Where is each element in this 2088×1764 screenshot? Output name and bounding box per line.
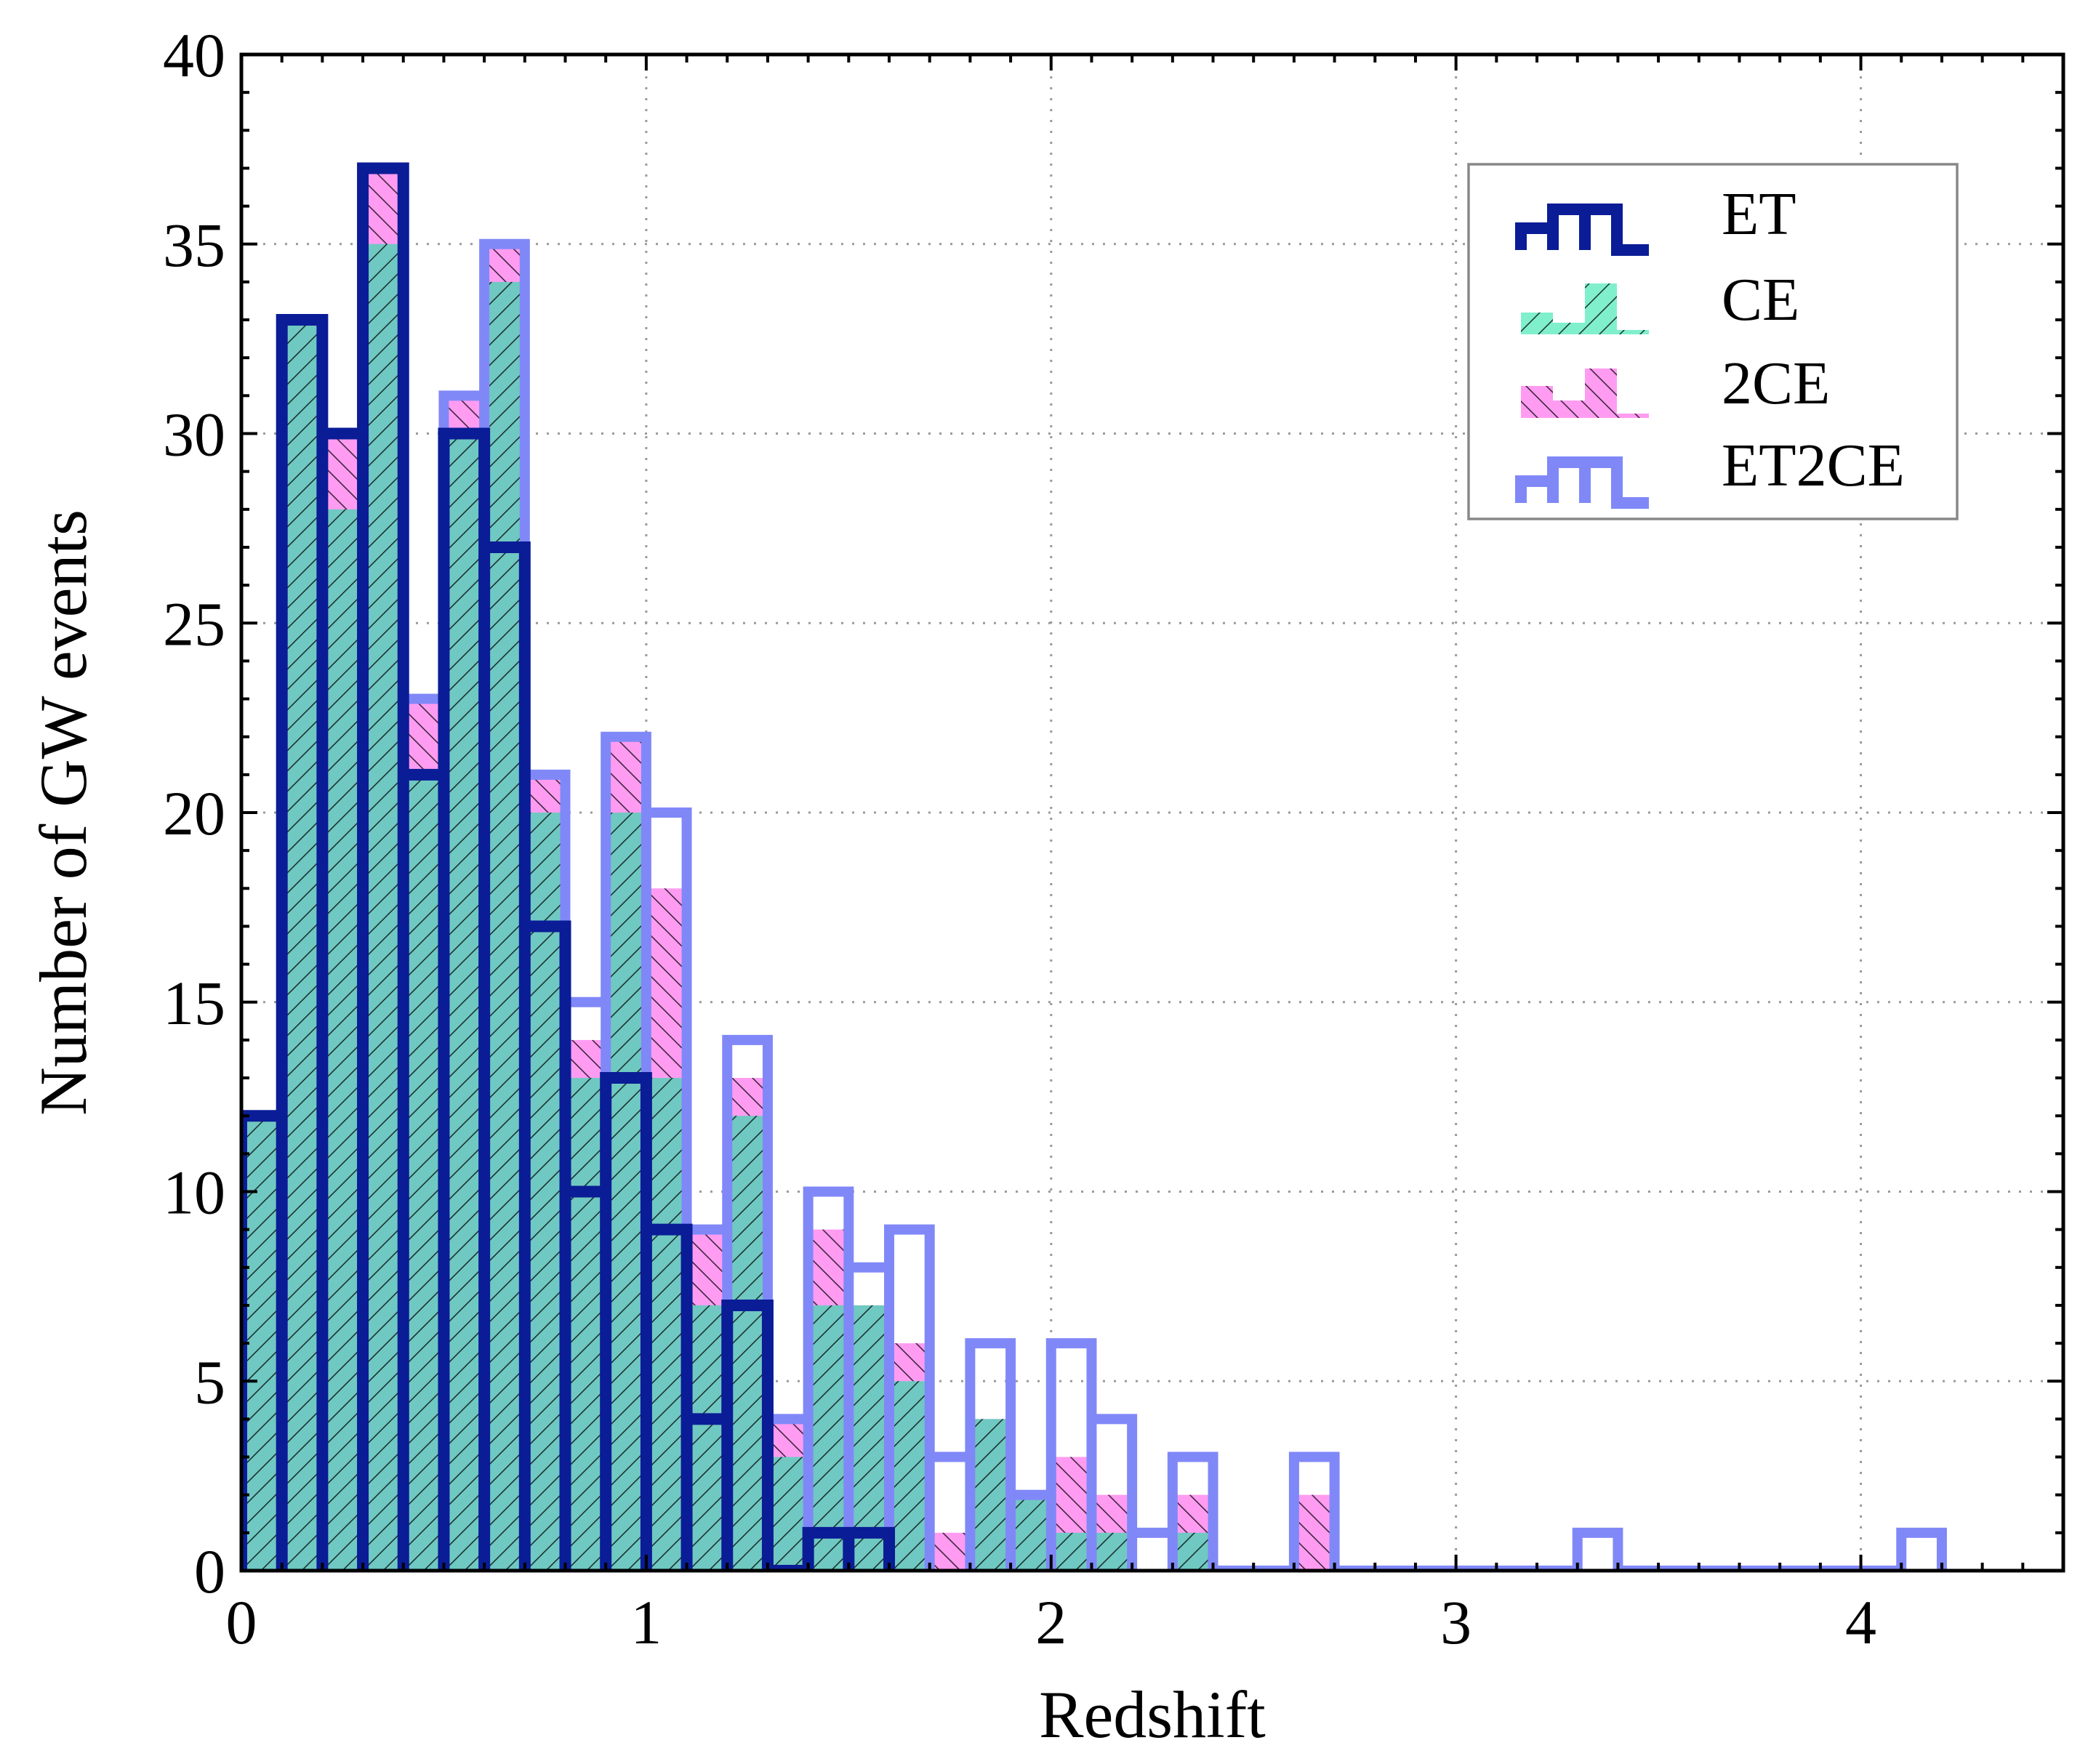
x-tick-label: 3 <box>1440 1587 1471 1657</box>
ce-bar-hatch-6 <box>484 281 525 1571</box>
ce-bar-15 <box>848 1305 890 1571</box>
ce-bar-hatch-10 <box>646 1078 687 1571</box>
ce-bar-hatch-7 <box>524 813 566 1571</box>
legend-swatch-et <box>1515 204 1649 256</box>
legend-swatch-2ce-hatch <box>1553 400 1585 418</box>
ce-bar-6 <box>484 281 525 1571</box>
x-tick-label: 4 <box>1845 1587 1876 1657</box>
legend-swatch-2ce-hatch <box>1521 386 1553 418</box>
x-tick-label: 0 <box>226 1587 257 1657</box>
x-tick-label: 1 <box>630 1587 662 1657</box>
ce-bar-hatch-15 <box>848 1305 890 1571</box>
x-tick-label: 2 <box>1035 1587 1067 1657</box>
legend-label-ce: CE <box>1722 266 1799 334</box>
ce-bar-hatch-11 <box>686 1305 728 1571</box>
ce-bar-hatch-13 <box>767 1457 808 1571</box>
legend-label-2ce: 2CE <box>1722 350 1830 417</box>
ce-bar-14 <box>808 1305 849 1571</box>
ce-bar-1 <box>281 320 323 1571</box>
y-tick-label: 30 <box>163 400 225 470</box>
legend-swatch-ce-hatch <box>1553 323 1585 334</box>
outlines-layer <box>241 162 1947 1571</box>
ce-bar-23 <box>1172 1532 1213 1571</box>
y-tick-label: 0 <box>194 1537 225 1606</box>
legend-swatch-ce-hatch <box>1585 283 1617 334</box>
ce-bar-hatch-18 <box>970 1419 1011 1571</box>
axis-ticks <box>240 53 2065 1572</box>
legend-swatch-ce-hatch <box>1521 313 1553 334</box>
legend-swatch-et-path <box>1515 204 1649 256</box>
ce-bar-hatch-16 <box>889 1381 930 1571</box>
y-tick-label: 20 <box>163 778 225 848</box>
twoce-bar-hatch-26 <box>1293 1494 1335 1571</box>
ce-bar-hatch-21 <box>1091 1532 1133 1571</box>
ce-bar-hatch-3 <box>363 243 403 1571</box>
legend-swatch-2ce-hatch <box>1617 414 1649 418</box>
legend-swatch-et2ce-path <box>1515 456 1649 509</box>
ce-bar-3 <box>363 243 403 1571</box>
legend-label-et2ce: ET2CE <box>1722 432 1905 499</box>
ce-bar-hatch-9 <box>606 813 646 1571</box>
legend-swatch-2ce <box>1521 368 1649 418</box>
ce-bar-7 <box>524 813 566 1571</box>
ce-bar-18 <box>970 1419 1011 1571</box>
legend-swatch-et2ce <box>1515 456 1649 509</box>
legend-label-et: ET <box>1722 180 1796 248</box>
ce-bar-4 <box>403 774 444 1571</box>
ce-bar-hatch-2 <box>322 509 364 1571</box>
ce-bar-hatch-20 <box>1051 1532 1092 1571</box>
x-axis-title: Redshift <box>1039 1678 1266 1752</box>
ce-bar-12 <box>727 1116 768 1571</box>
twoce-bar-26 <box>1293 1494 1335 1571</box>
ce-bar-19 <box>1011 1494 1051 1571</box>
twoce-bar-hatch-17 <box>929 1532 971 1571</box>
ce-bar-20 <box>1051 1532 1092 1571</box>
y-tick-label: 5 <box>194 1347 225 1417</box>
ce-bar-hatch-19 <box>1011 1494 1051 1571</box>
twoce-bar-17 <box>929 1532 971 1571</box>
ce-bar-hatch-8 <box>565 1078 606 1571</box>
ce-bar-hatch-4 <box>403 774 444 1571</box>
ce-bar-hatch-12 <box>727 1116 768 1571</box>
legend-swatches <box>1515 204 1649 509</box>
ce-bar-2 <box>322 509 364 1571</box>
ce-bar-hatch-23 <box>1172 1532 1213 1571</box>
y-axis-title: Number of GW events <box>26 510 100 1116</box>
ce-bar-hatch-14 <box>808 1305 849 1571</box>
y-tick-label: 40 <box>163 20 225 90</box>
legend-swatch-ce-hatch <box>1617 330 1649 334</box>
ce-bar-13 <box>767 1457 808 1571</box>
et-outline <box>241 162 896 1571</box>
ce-bar-11 <box>686 1305 728 1571</box>
ce-bar-21 <box>1091 1532 1133 1571</box>
legend-swatch-2ce-hatch <box>1585 368 1617 418</box>
y-tick-label: 35 <box>163 210 225 280</box>
y-tick-label: 15 <box>163 968 225 1038</box>
ce-bar-hatch-5 <box>443 433 485 1571</box>
ce-bar-16 <box>889 1381 930 1571</box>
ce-bar-10 <box>646 1078 687 1571</box>
ce-bar-8 <box>565 1078 606 1571</box>
y-tick-label: 10 <box>163 1158 225 1228</box>
ce-bar-5 <box>443 433 485 1571</box>
legend-swatch-ce <box>1521 283 1649 334</box>
legend: ET CE 2CE ET2CE <box>1467 163 1959 520</box>
y-tick-label: 25 <box>163 589 225 659</box>
ce-bar-hatch-1 <box>281 320 323 1571</box>
ce-bar-9 <box>606 813 646 1571</box>
